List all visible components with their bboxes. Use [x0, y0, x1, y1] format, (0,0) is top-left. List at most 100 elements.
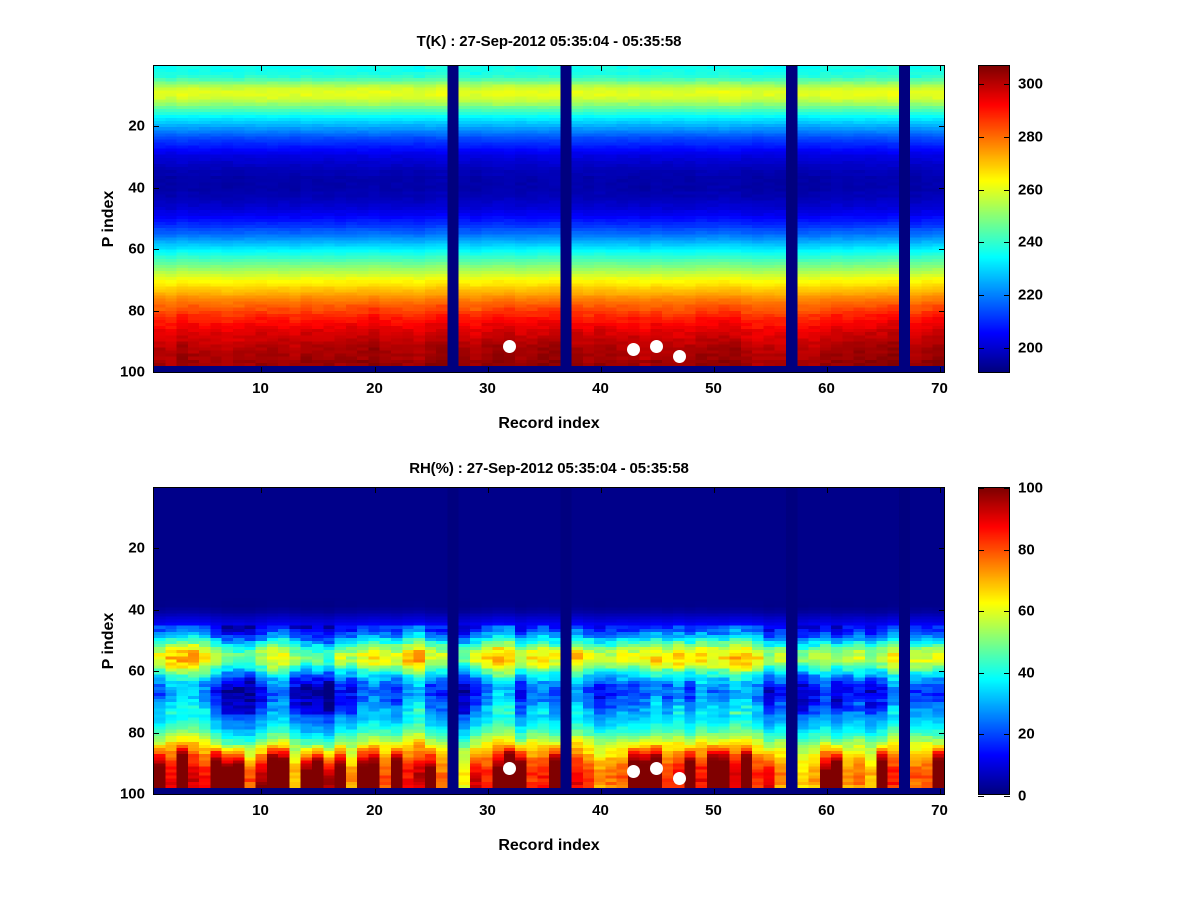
colorbar-tick-label: 200 — [1018, 339, 1044, 356]
yaxis-tick-label: 80 — [128, 302, 145, 319]
yaxis-tick-label: 20 — [128, 539, 145, 556]
xaxis-tick-top — [260, 65, 262, 71]
humidity-colorbar[interactable] — [978, 487, 1010, 795]
colorbar-tick-right — [1004, 549, 1010, 551]
temperature-colorbar[interactable] — [978, 65, 1010, 373]
data-marker — [649, 340, 663, 354]
xaxis-tick — [939, 789, 941, 795]
yaxis-tick-right — [939, 670, 945, 672]
colorbar-tick-right — [1004, 487, 1010, 489]
xaxis-tick-label: 40 — [592, 380, 609, 397]
xaxis-tick-label: 30 — [479, 802, 496, 819]
yaxis-tick-label: 40 — [128, 601, 145, 618]
colorbar-tick-label: 0 — [1018, 787, 1027, 804]
xaxis-tick-top — [713, 65, 715, 71]
yaxis-tick — [153, 248, 159, 250]
yaxis-tick — [153, 371, 159, 373]
xaxis-tick-label: 30 — [479, 380, 496, 397]
yaxis-tick-right — [939, 248, 945, 250]
colorbar-tick — [978, 672, 984, 674]
colorbar-tick-label: 300 — [1018, 75, 1044, 92]
xaxis-tick-top — [487, 65, 489, 71]
yaxis-tick-right — [939, 125, 945, 127]
temperature-heatmap-axes[interactable] — [153, 65, 945, 373]
colorbar-tick-right — [1004, 294, 1010, 296]
yaxis-tick-right — [939, 793, 945, 795]
xaxis-tick-top — [826, 65, 828, 71]
colorbar-tick — [978, 733, 984, 735]
data-marker — [627, 343, 641, 357]
colorbar-tick-right — [1004, 241, 1010, 243]
xaxis-tick — [600, 367, 602, 373]
xaxis-tick — [260, 789, 262, 795]
colorbar-tick — [978, 189, 984, 191]
colorbar-tick-label: 260 — [1018, 181, 1044, 198]
xaxis-tick — [826, 367, 828, 373]
temperature-axis-ticks: 10 20 30 40 50 60 70 20 40 60 80 100 — [120, 65, 948, 397]
panel-relative-humidity: RH(%) : 27-Sep-2012 05:35:04 - 05:35:58 … — [0, 430, 1200, 900]
yaxis-tick — [153, 732, 159, 734]
temperature-plot-title: T(K) : 27-Sep-2012 05:35:04 - 05:35:58 — [416, 33, 682, 50]
xaxis-tick-label: 20 — [366, 380, 383, 397]
colorbar-tick-right — [1004, 795, 1010, 797]
xaxis-tick-label: 70 — [931, 802, 948, 819]
xaxis-tick — [713, 789, 715, 795]
colorbar-tick-label: 80 — [1018, 541, 1035, 558]
yaxis-tick-label: 60 — [128, 662, 145, 679]
humidity-xaxis-label: Record index — [498, 837, 600, 854]
yaxis-tick — [153, 187, 159, 189]
humidity-colorbar-ticks: 0 20 40 60 80 100 — [0, 430, 1200, 900]
xaxis-tick — [260, 367, 262, 373]
colorbar-tick — [978, 610, 984, 612]
colorbar-tick-label: 220 — [1018, 286, 1044, 303]
data-marker — [502, 340, 516, 354]
colorbar-tick-right — [1004, 672, 1010, 674]
colorbar-tick — [978, 241, 984, 243]
xaxis-tick — [713, 367, 715, 373]
data-marker — [502, 762, 516, 776]
colorbar-tick — [978, 549, 984, 551]
humidity-plot-title: RH(%) : 27-Sep-2012 05:35:04 - 05:35:58 — [409, 460, 689, 477]
colorbar-tick-right — [1004, 733, 1010, 735]
colorbar-tick — [978, 347, 984, 349]
yaxis-tick-label: 100 — [119, 785, 145, 802]
humidity-axis-ticks: 10 20 30 40 50 60 70 20 40 60 80 100 — [0, 430, 1200, 900]
xaxis-tick-top — [374, 487, 376, 493]
xaxis-tick — [826, 789, 828, 795]
yaxis-tick-right — [939, 547, 945, 549]
colorbar-tick — [978, 294, 984, 296]
colorbar-tick-right — [1004, 189, 1010, 191]
xaxis-tick-top — [600, 487, 602, 493]
xaxis-tick-label: 50 — [705, 380, 722, 397]
yaxis-tick — [153, 125, 159, 127]
xaxis-tick — [487, 367, 489, 373]
xaxis-tick — [939, 367, 941, 373]
xaxis-tick-top — [939, 487, 941, 493]
yaxis-tick — [153, 310, 159, 312]
xaxis-tick-top — [374, 65, 376, 71]
data-marker — [649, 762, 663, 776]
colorbar-tick-right — [1004, 83, 1010, 85]
xaxis-tick-label: 60 — [818, 380, 835, 397]
temperature-marker-layer — [153, 65, 945, 373]
xaxis-tick-label: 60 — [818, 802, 835, 819]
humidity-heatmap-axes[interactable] — [153, 487, 945, 795]
data-marker — [672, 771, 686, 785]
data-marker — [672, 349, 686, 363]
colorbar-tick — [978, 487, 984, 489]
xaxis-tick-top — [826, 487, 828, 493]
humidity-marker-layer — [153, 487, 945, 795]
xaxis-tick — [374, 367, 376, 373]
xaxis-tick-top — [939, 65, 941, 71]
yaxis-tick-right — [939, 310, 945, 312]
colorbar-tick-label: 240 — [1018, 233, 1044, 250]
colorbar-tick-label: 20 — [1018, 725, 1035, 742]
yaxis-tick — [153, 670, 159, 672]
colorbar-tick-label: 60 — [1018, 602, 1035, 619]
data-marker — [627, 765, 641, 779]
colorbar-tick — [978, 795, 984, 797]
xaxis-tick-label: 40 — [592, 802, 609, 819]
yaxis-tick — [153, 609, 159, 611]
xaxis-tick — [487, 789, 489, 795]
xaxis-tick — [600, 789, 602, 795]
